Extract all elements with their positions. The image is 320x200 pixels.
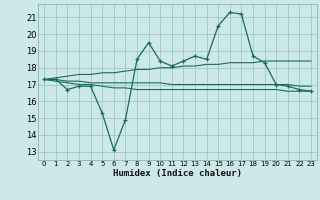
X-axis label: Humidex (Indice chaleur): Humidex (Indice chaleur) xyxy=(113,169,242,178)
